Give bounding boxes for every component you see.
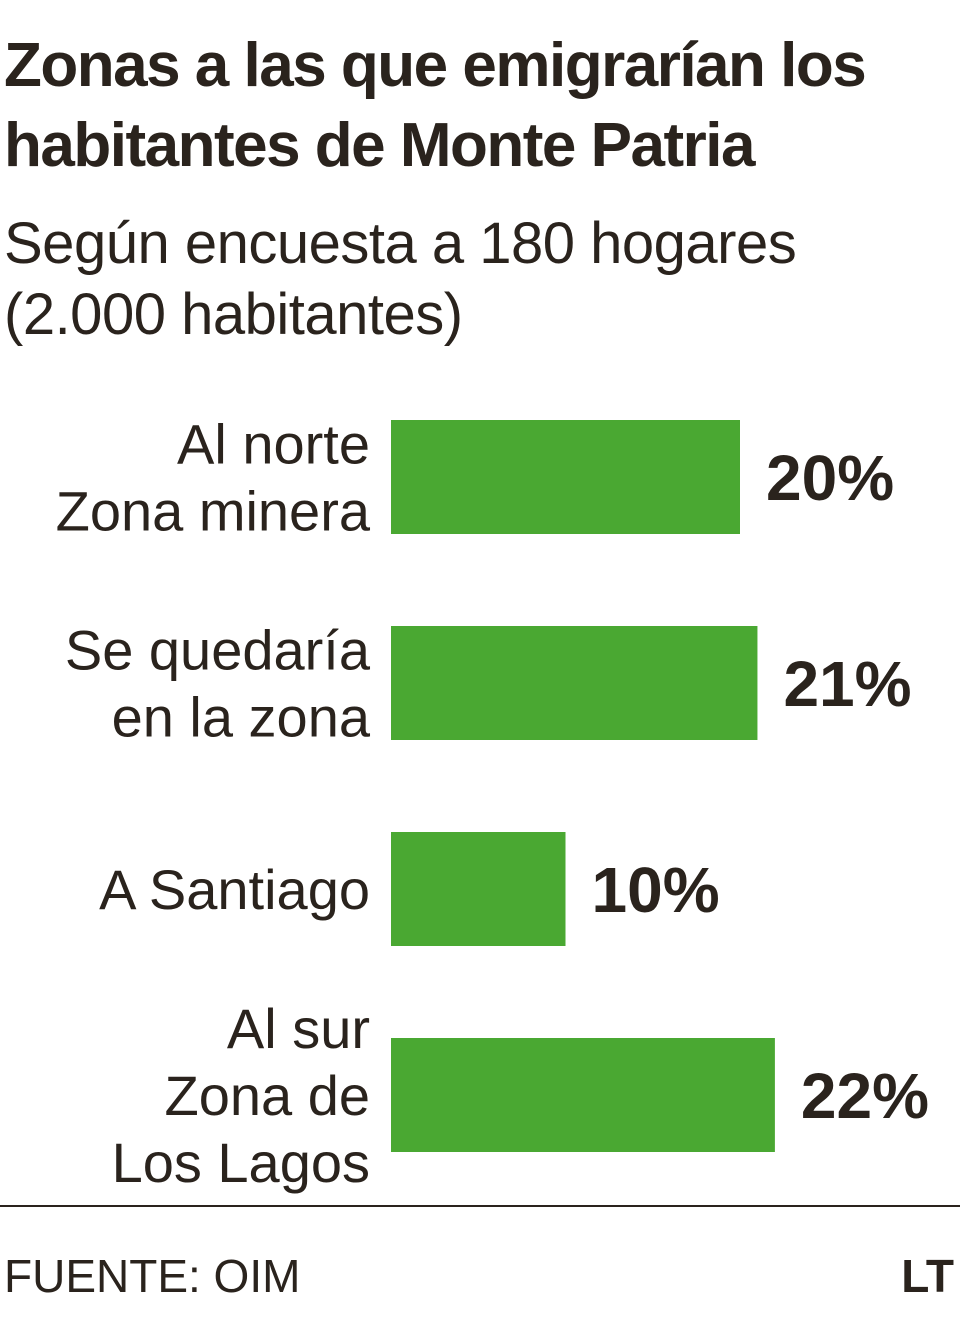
category-label-al-norte-zona-minera: Al norte Zona minera (56, 413, 371, 543)
category-label-line: Los Lagos (112, 1131, 370, 1194)
category-label-line: A Santiago (99, 858, 370, 921)
value-label-al-sur-zona-de-los-lagos: 22% (801, 1060, 929, 1132)
bar-al-sur-zona-de-los-lagos (391, 1038, 775, 1152)
category-label-se-quedaria-en-la-zona: Se quedaría en la zona (65, 619, 371, 749)
chart-title: Zonas a las que emigrarían los habitante… (4, 31, 867, 180)
category-label-a-santiago: A Santiago (99, 858, 370, 921)
footer-divider (0, 1205, 960, 1207)
category-label-line: Zona de (165, 1064, 371, 1127)
chart-subtitle: Según encuesta a 180 hogares (2.000 habi… (4, 211, 797, 347)
bar-chart: Al norte Zona minera 20% Se quedaría en la z… (56, 413, 929, 1195)
bar-al-norte-zona-minera (391, 420, 740, 534)
publisher-logo: LT (901, 1250, 954, 1302)
bar-a-santiago (391, 832, 566, 946)
category-label-line: Se quedaría (65, 619, 371, 682)
category-label-al-sur-zona-de-los-lagos: Al sur Zona de Los Lagos (112, 997, 370, 1194)
value-label-a-santiago: 10% (592, 854, 720, 926)
source-note: FUENTE: OIM (4, 1250, 301, 1302)
category-label-line: Al sur (227, 997, 370, 1060)
category-label-line: Al norte (177, 413, 370, 476)
category-label-line: Zona minera (56, 480, 371, 543)
category-label-line: en la zona (112, 686, 371, 749)
bar-se-quedaria-en-la-zona (391, 626, 758, 740)
value-label-al-norte-zona-minera: 20% (766, 442, 894, 514)
value-label-se-quedaria-en-la-zona: 21% (783, 648, 911, 720)
